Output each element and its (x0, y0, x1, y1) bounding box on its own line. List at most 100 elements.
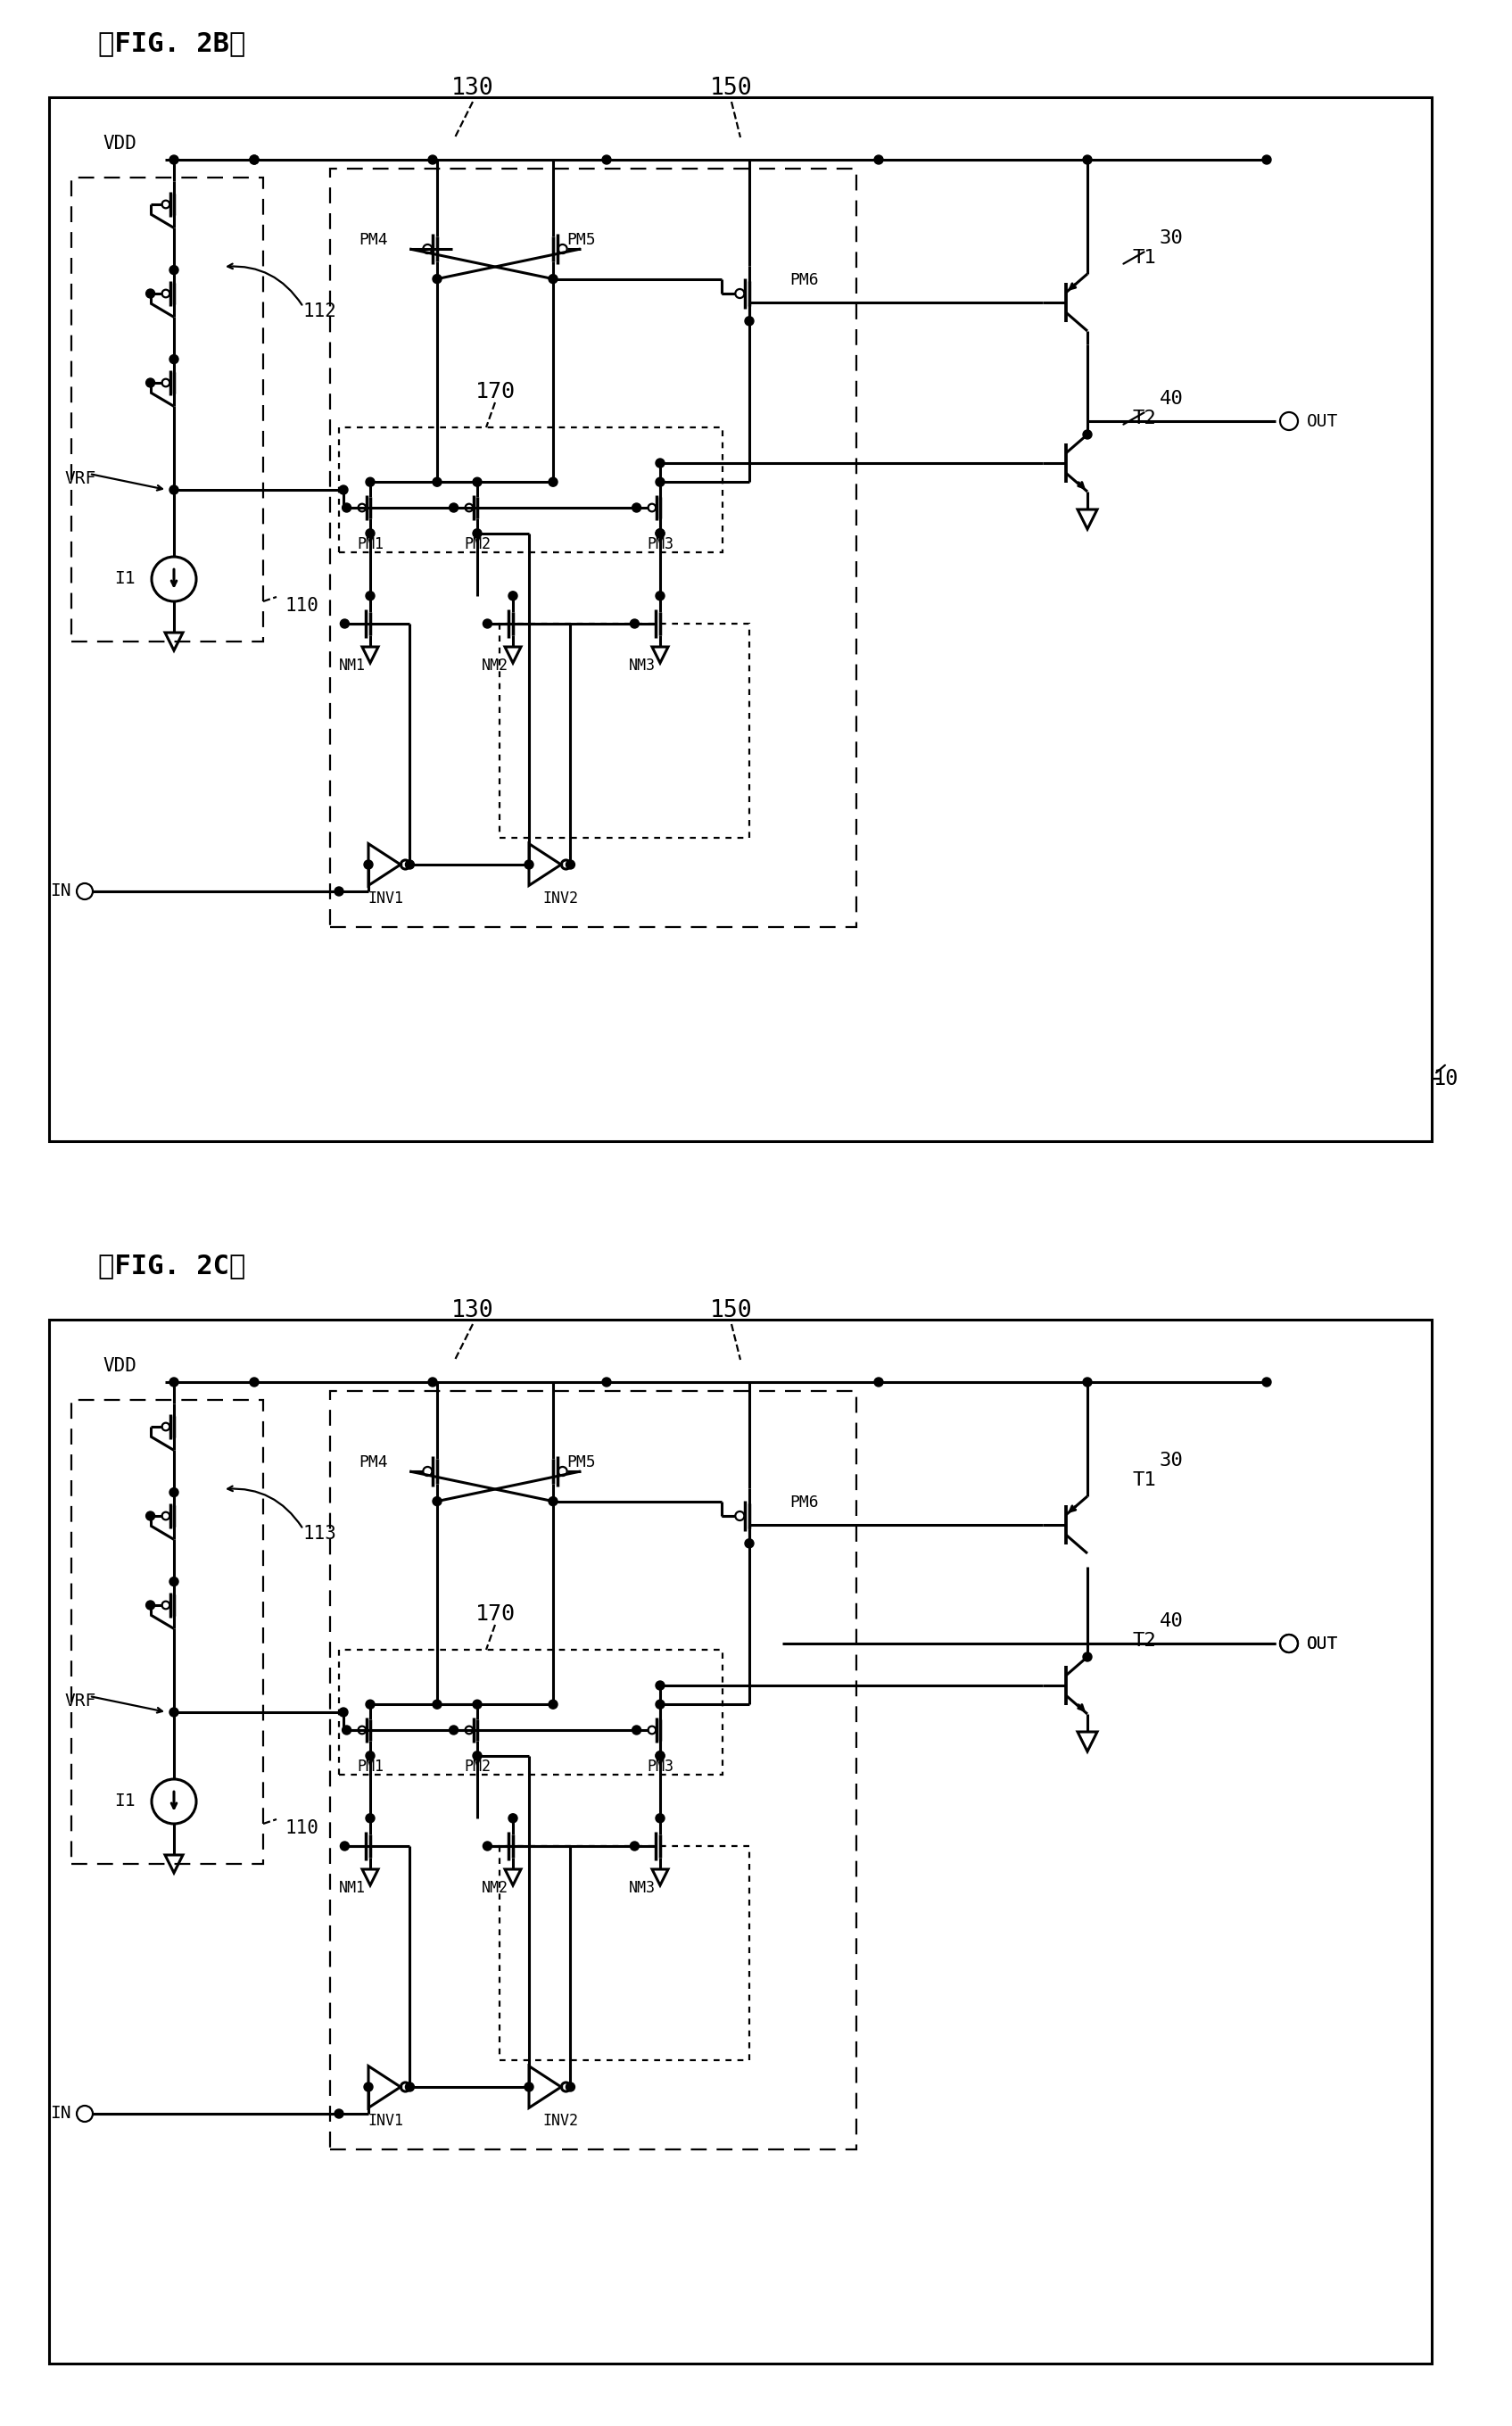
Circle shape (249, 155, 259, 165)
Circle shape (169, 485, 178, 495)
Circle shape (334, 2108, 343, 2118)
Circle shape (549, 478, 558, 488)
Text: NM1: NM1 (339, 1880, 366, 1895)
Circle shape (449, 1725, 458, 1735)
Text: 130: 130 (452, 1298, 494, 1322)
Circle shape (656, 1752, 665, 1761)
Circle shape (1083, 429, 1092, 439)
Bar (48, 97, 1432, 1140)
Circle shape (366, 1752, 375, 1761)
Bar (330, 170, 856, 927)
Circle shape (473, 478, 482, 488)
Text: INV2: INV2 (543, 2113, 578, 2128)
Text: IN: IN (50, 2106, 71, 2123)
Text: PM2: PM2 (464, 1759, 490, 1773)
Text: INV1: INV1 (367, 2113, 404, 2128)
Circle shape (508, 592, 517, 599)
Text: 113: 113 (304, 1526, 337, 1543)
Text: 10: 10 (1432, 1067, 1458, 1089)
Circle shape (432, 1497, 442, 1507)
Circle shape (147, 289, 154, 298)
Circle shape (602, 155, 611, 165)
Circle shape (364, 2082, 373, 2091)
Circle shape (432, 274, 442, 284)
Text: 170: 170 (475, 1604, 516, 1625)
Circle shape (473, 1752, 482, 1761)
Circle shape (549, 1497, 558, 1507)
Circle shape (339, 1708, 348, 1718)
Text: T2: T2 (1132, 410, 1157, 427)
Text: PM6: PM6 (789, 1494, 818, 1511)
Circle shape (656, 529, 665, 539)
Circle shape (656, 459, 665, 468)
Circle shape (342, 1725, 351, 1735)
Text: T2: T2 (1132, 1633, 1157, 1650)
Circle shape (340, 1841, 349, 1851)
Circle shape (1263, 155, 1272, 165)
Circle shape (482, 1841, 491, 1851)
Circle shape (366, 1701, 375, 1708)
Text: 40: 40 (1160, 1613, 1184, 1630)
Circle shape (525, 2082, 534, 2091)
Text: PM5: PM5 (567, 1453, 596, 1470)
Circle shape (169, 1378, 178, 1388)
Text: NM2: NM2 (482, 1880, 508, 1895)
Circle shape (334, 888, 343, 895)
Circle shape (602, 1378, 611, 1388)
Circle shape (405, 861, 414, 869)
Text: PM1: PM1 (357, 536, 384, 553)
Bar (339, 1650, 723, 1776)
Circle shape (525, 861, 534, 869)
Circle shape (473, 1701, 482, 1708)
Circle shape (169, 1708, 178, 1718)
Circle shape (1083, 155, 1092, 165)
Circle shape (631, 1841, 640, 1851)
Circle shape (656, 1701, 665, 1708)
Circle shape (405, 2082, 414, 2091)
Text: PM2: PM2 (464, 536, 490, 553)
Circle shape (428, 155, 437, 165)
Circle shape (1263, 1378, 1272, 1388)
Circle shape (549, 1701, 558, 1708)
Text: 170: 170 (475, 381, 516, 403)
Text: 150: 150 (711, 78, 753, 99)
Circle shape (656, 1752, 665, 1761)
Text: T1: T1 (1132, 250, 1157, 267)
Circle shape (508, 1815, 517, 1822)
Text: 110: 110 (286, 597, 319, 614)
Circle shape (169, 1487, 178, 1497)
Circle shape (565, 2082, 575, 2091)
Text: INV2: INV2 (543, 890, 578, 907)
Circle shape (340, 619, 349, 628)
Circle shape (1083, 1378, 1092, 1388)
Circle shape (342, 502, 351, 512)
Circle shape (656, 1681, 665, 1691)
Circle shape (366, 478, 375, 488)
Circle shape (428, 1378, 437, 1388)
Text: NM3: NM3 (629, 1880, 656, 1895)
Text: PM1: PM1 (357, 1759, 384, 1773)
Circle shape (745, 1538, 754, 1548)
Circle shape (473, 529, 482, 539)
Text: PM4: PM4 (358, 233, 389, 247)
Circle shape (249, 155, 259, 165)
Text: T1: T1 (1132, 1470, 1157, 1490)
Bar (330, 1390, 856, 2149)
Circle shape (169, 155, 178, 165)
Text: NM3: NM3 (629, 657, 656, 674)
Text: VRF: VRF (64, 1693, 95, 1710)
Bar (48, 1320, 1432, 2363)
Circle shape (656, 1815, 665, 1822)
Text: PM3: PM3 (647, 536, 673, 553)
Text: VRF: VRF (64, 471, 95, 488)
Bar (71, 177, 263, 640)
Circle shape (656, 592, 665, 599)
Circle shape (366, 592, 375, 599)
Circle shape (631, 619, 640, 628)
Text: 40: 40 (1160, 391, 1184, 408)
Circle shape (339, 485, 348, 495)
Text: PM6: PM6 (789, 272, 818, 289)
Text: PM3: PM3 (647, 1759, 673, 1773)
Circle shape (432, 478, 442, 488)
Text: I1: I1 (115, 570, 136, 587)
